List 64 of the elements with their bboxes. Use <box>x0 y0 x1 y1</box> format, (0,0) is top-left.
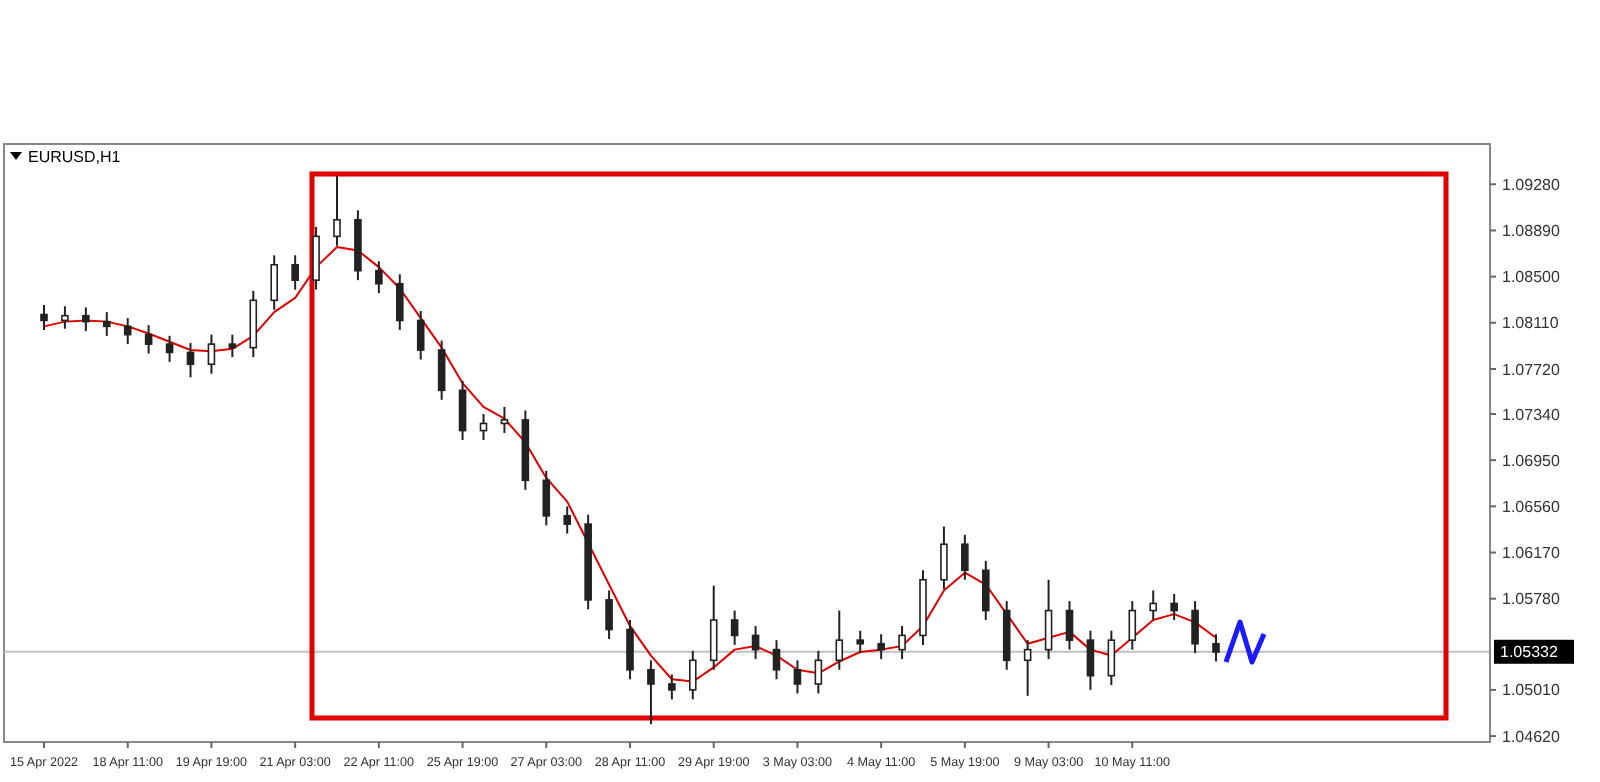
candlestick <box>1191 600 1199 655</box>
candlestick <box>1023 639 1032 697</box>
candlestick <box>165 334 174 363</box>
candlestick <box>814 649 823 695</box>
candlestick <box>249 289 258 359</box>
candlestick <box>856 629 865 655</box>
candlestick <box>1044 578 1053 661</box>
candlestick <box>1212 633 1220 663</box>
candlestick <box>877 633 885 661</box>
candlestick <box>395 273 404 331</box>
candlestick <box>312 225 320 291</box>
chart-title: EURUSD,H1 <box>28 148 122 166</box>
candlestick <box>688 649 697 701</box>
y-tick-label: 1.05010 <box>1502 681 1561 700</box>
y-tick-label: 1.06170 <box>1502 544 1561 563</box>
candlestick <box>563 505 572 535</box>
candlestick <box>458 379 467 442</box>
candlestick <box>416 309 425 361</box>
candlestick <box>647 659 655 726</box>
candlestick <box>1149 589 1158 622</box>
candlestick <box>961 533 969 581</box>
candlestick <box>605 589 613 640</box>
y-tick-label: 1.08500 <box>1502 268 1561 287</box>
y-tick-label: 1.08890 <box>1502 222 1561 241</box>
candlestick <box>375 260 383 295</box>
candlestick <box>333 174 341 247</box>
y-tick-label: 1.04620 <box>1502 727 1561 746</box>
candlestick <box>123 317 132 346</box>
candlestick <box>981 559 990 622</box>
candlestick <box>1170 592 1178 622</box>
candlestick <box>940 525 948 591</box>
candlestick <box>898 624 906 661</box>
y-tick-label: 1.08110 <box>1502 314 1560 333</box>
y-tick-label: 1.06950 <box>1502 451 1561 470</box>
candlestick <box>500 405 509 434</box>
candlestick <box>61 305 69 330</box>
candlestick <box>207 333 216 375</box>
candlestick <box>437 339 446 401</box>
y-tick-label: 1.07340 <box>1502 405 1561 424</box>
candlestick <box>228 333 237 359</box>
candlestick <box>1086 629 1095 691</box>
ref-line-label: 1.05332 <box>1500 643 1559 662</box>
candlestick <box>291 254 299 291</box>
candlestick <box>102 311 111 337</box>
y-tick-label: 1.05780 <box>1502 590 1561 609</box>
candlestick <box>144 324 153 355</box>
candlestick <box>542 469 551 527</box>
y-tick-label: 1.07720 <box>1502 360 1561 379</box>
candlestick <box>668 673 676 701</box>
y-tick-label: 1.09280 <box>1502 175 1561 194</box>
candlestick <box>626 619 634 681</box>
candlestick <box>1107 629 1116 687</box>
candlestick <box>793 659 802 695</box>
candlestick <box>186 341 195 379</box>
candlestick <box>1065 600 1074 651</box>
y-tick-label: 1.06560 <box>1502 497 1561 516</box>
candlestick <box>270 254 279 311</box>
candlestick <box>40 304 48 331</box>
candlestick <box>1128 600 1137 651</box>
candlestick <box>730 609 739 646</box>
candlestick <box>772 639 781 681</box>
candlestick <box>835 609 844 671</box>
candlestick <box>709 584 718 671</box>
candlestick <box>82 306 90 333</box>
